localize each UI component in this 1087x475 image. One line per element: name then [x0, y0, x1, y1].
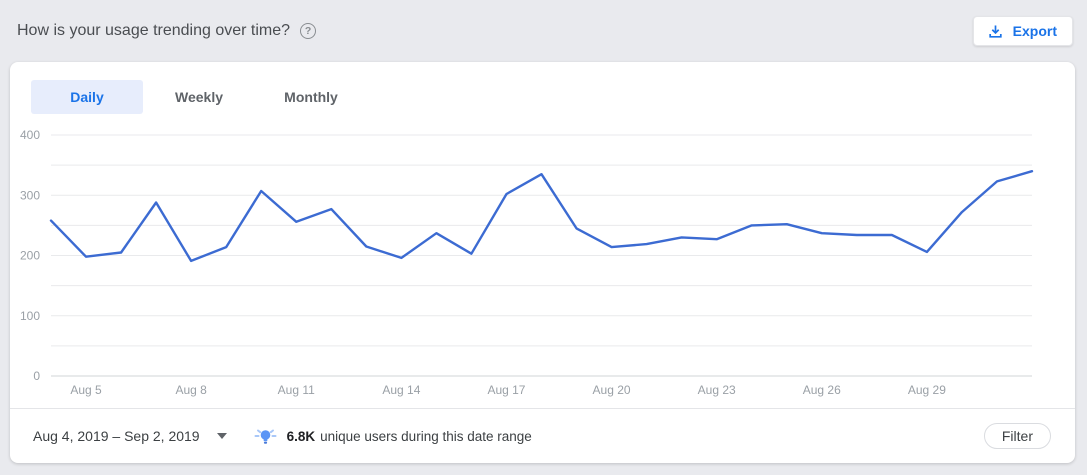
svg-text:Aug 11: Aug 11 [278, 383, 315, 397]
svg-text:0: 0 [33, 369, 40, 383]
svg-text:Aug 29: Aug 29 [908, 383, 946, 397]
unique-users-text: unique users during this date range [320, 428, 532, 444]
date-range-label: Aug 4, 2019 – Sep 2, 2019 [33, 428, 200, 444]
svg-text:200: 200 [20, 249, 40, 263]
svg-text:100: 100 [20, 309, 40, 323]
svg-text:Aug 17: Aug 17 [487, 383, 525, 397]
svg-text:Aug 8: Aug 8 [175, 383, 207, 397]
page-header: How is your usage trending over time? ? … [0, 0, 1087, 62]
svg-text:300: 300 [20, 188, 40, 202]
tab-daily[interactable]: Daily [31, 80, 143, 114]
chart-footer: Aug 4, 2019 – Sep 2, 2019 6.8K unique us… [10, 408, 1075, 463]
unique-users-count: 6.8K [286, 428, 316, 444]
help-icon[interactable]: ? [300, 23, 317, 39]
filter-button[interactable]: Filter [983, 423, 1051, 449]
svg-text:Aug 23: Aug 23 [698, 383, 736, 397]
granularity-tabs: Daily Weekly Monthly [31, 80, 1075, 114]
caret-down-icon [216, 433, 227, 439]
usage-trend-card: Daily Weekly Monthly 0 100 200 300 400 Aug 5 A… [10, 62, 1075, 463]
usage-line-chart[interactable]: 0 100 200 300 400 Aug 5 Aug 8 Aug 11 Aug 14 Aug 1… [10, 114, 1075, 408]
svg-text:Aug 26: Aug 26 [803, 383, 841, 397]
tab-monthly-label: Monthly [284, 89, 338, 105]
tab-weekly[interactable]: Weekly [143, 80, 255, 114]
svg-text:Aug 20: Aug 20 [593, 383, 631, 397]
export-button-label: Export [1012, 23, 1057, 39]
download-icon [988, 24, 1002, 38]
export-button[interactable]: Export [972, 16, 1073, 46]
tab-monthly[interactable]: Monthly [255, 80, 367, 114]
lightbulb-icon [254, 429, 277, 444]
tab-daily-label: Daily [70, 89, 104, 105]
page-title: How is your usage trending over time? [17, 22, 291, 39]
svg-text:400: 400 [20, 128, 40, 142]
date-range-selector[interactable]: Aug 4, 2019 – Sep 2, 2019 [33, 428, 227, 444]
svg-text:Aug 14: Aug 14 [382, 383, 420, 397]
tab-weekly-label: Weekly [175, 89, 223, 105]
insight-note: 6.8K unique users during this date range [254, 427, 532, 446]
svg-text:Aug 5: Aug 5 [70, 383, 102, 397]
